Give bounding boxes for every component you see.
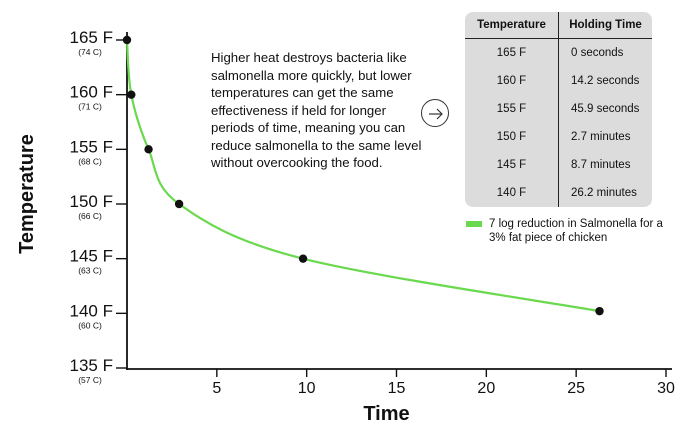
legend-swatch [466,221,482,227]
x-tick-label: 30 [657,380,675,397]
holding-time-table: Temperature Holding Time 165 F 0 seconds… [465,12,652,207]
y-tick-label: 135 F [70,356,113,375]
cell-temperature: 160 F [465,67,559,95]
x-tick-label: 20 [477,380,495,397]
arrow-right-icon [421,99,449,127]
data-point [298,254,308,263]
table-row: 150 F 2.7 minutes [465,123,652,151]
y-tick-sublabel: (57 C) [78,375,102,385]
data-point [122,35,132,45]
header-holding-time: Holding Time [558,12,652,39]
cell-temperature: 145 F [465,151,559,179]
x-axis-title: Time [363,403,409,425]
table-row: 165 F 0 seconds [465,38,652,67]
data-point [595,306,604,316]
y-tick-sublabel: (74 C) [78,47,102,57]
cell-temperature: 140 F [465,179,559,207]
header-temperature: Temperature [465,12,559,39]
y-axis-title: Temperature [16,134,38,254]
y-tick-label: 160 F [70,83,113,102]
y-tick-sublabel: (66 C) [78,211,102,221]
y-tick-label: 165 F [70,28,113,47]
x-tick-label: 5 [212,380,221,397]
cell-holding-time: 0 seconds [571,47,624,59]
cell-holding-time: 45.9 seconds [571,103,640,115]
y-tick-label: 155 F [70,137,113,156]
y-tick-label: 145 F [70,247,113,266]
annotation-text: Higher heat destroys bacteria like salmo… [211,50,422,170]
cell-holding-time: 14.2 seconds [571,75,640,87]
y-tick-label: 150 F [70,192,113,211]
table-row: 160 F 14.2 seconds [465,67,652,95]
y-tick-label: 140 F [70,301,113,320]
y-tick-sublabel: (60 C) [78,320,102,330]
x-axis-ticks: 5 10 15 20 25 30 [212,369,675,397]
x-tick-label: 25 [567,380,585,397]
table-row: 155 F 45.9 seconds [465,95,652,123]
x-tick-label: 10 [298,380,316,397]
cell-temperature: 155 F [465,95,559,123]
data-point [144,145,153,154]
table-header-row: Temperature Holding Time [465,12,652,39]
holding-time-table-panel: Temperature Holding Time 165 F 0 seconds… [465,12,652,207]
cell-temperature: 150 F [465,123,559,151]
x-tick-label: 15 [388,380,406,397]
data-point [127,90,136,99]
legend-label: 7 log reduction in Salmonella for a 3% f… [489,218,663,244]
y-tick-sublabel: (68 C) [78,156,102,166]
table-row: 145 F 8.7 minutes [465,151,652,179]
table-row: 140 F 26.2 minutes [465,179,652,207]
cell-holding-time: 2.7 minutes [571,131,631,143]
y-tick-sublabel: (63 C) [78,266,102,276]
cell-holding-time: 26.2 minutes [571,187,637,199]
cell-holding-time: 8.7 minutes [571,159,631,171]
y-axis-ticks: 165 F(74 C)160 F(71 C)155 F(68 C)150 F(6… [70,28,127,385]
data-point [174,199,184,209]
data-points [122,35,604,316]
y-tick-sublabel: (71 C) [78,102,102,112]
cell-temperature: 165 F [465,38,559,67]
